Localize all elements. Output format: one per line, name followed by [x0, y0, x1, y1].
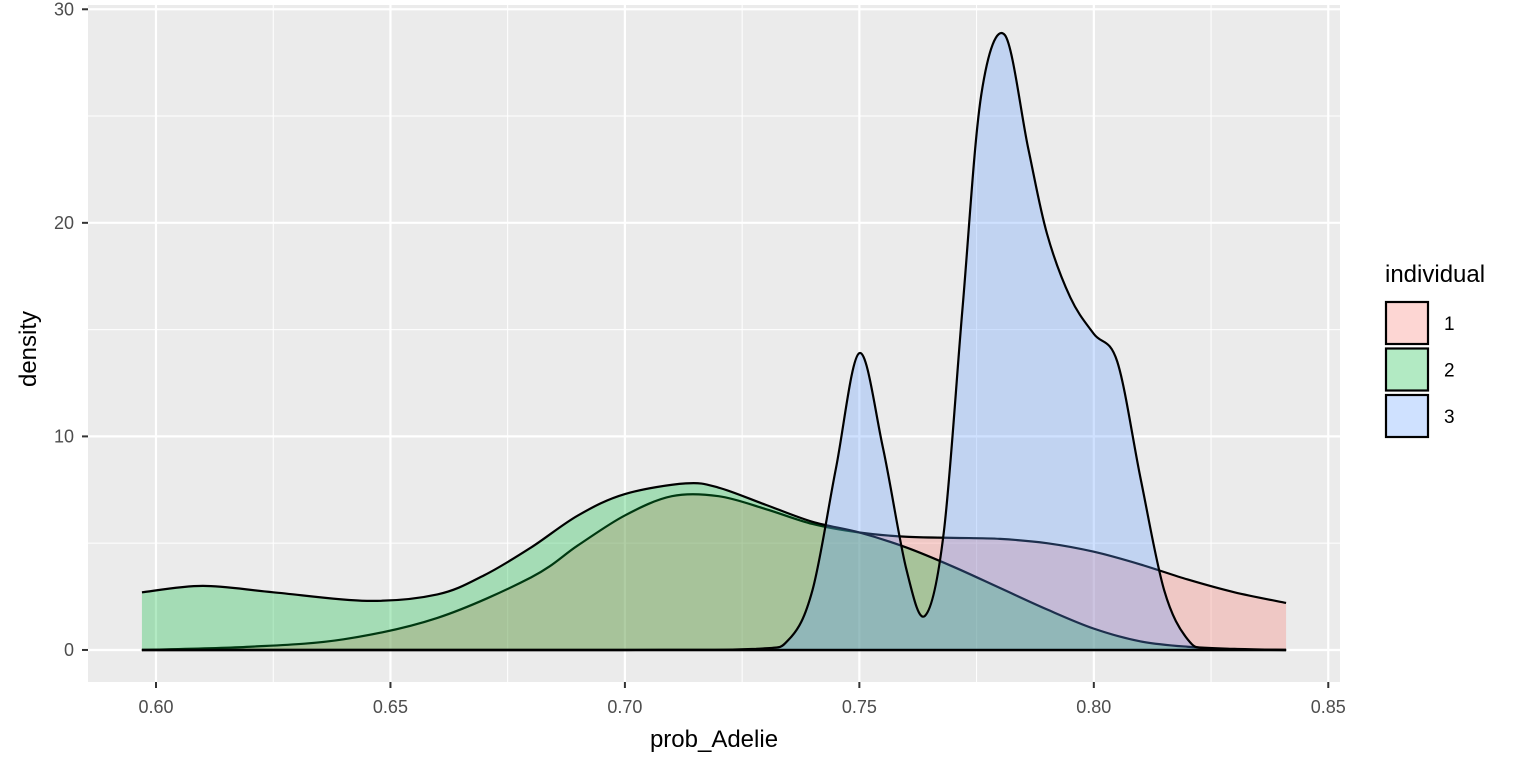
- legend: individual 1 2 3: [1384, 261, 1485, 439]
- legend-key-3: [1384, 393, 1430, 439]
- y-tick-label: 0: [64, 640, 74, 660]
- legend-title: individual: [1385, 261, 1485, 288]
- legend-label-3: 3: [1444, 407, 1455, 428]
- x-tick-label: 0.85: [1311, 697, 1346, 717]
- x-tick-label: 0.65: [373, 697, 408, 717]
- y-tick-label: 20: [54, 213, 74, 233]
- y-tick-label: 10: [54, 426, 74, 446]
- density-area-3: [141, 33, 1287, 650]
- x-axis: 0.60 0.65 0.70 0.75 0.80 0.85: [138, 682, 1346, 717]
- density-series: [141, 32, 1287, 652]
- panel-background: [88, 5, 1340, 682]
- legend-key-2: [1384, 347, 1430, 392]
- y-axis-title: density: [15, 311, 42, 387]
- density-line-2: [141, 482, 1287, 652]
- density-line-3: [141, 32, 1287, 652]
- minor-gridlines: [88, 5, 1340, 682]
- legend-label-2: 2: [1444, 361, 1455, 382]
- density-line-1: [141, 493, 1287, 652]
- x-tick-label: 0.70: [607, 697, 642, 717]
- legend-key-1: [1384, 300, 1430, 346]
- y-axis: 0 10 20 30: [54, 0, 88, 660]
- x-axis-title: prob_Adelie: [650, 726, 778, 753]
- x-tick-label: 0.80: [1076, 697, 1111, 717]
- legend-key-bg: [1386, 348, 1428, 391]
- x-tick-label: 0.60: [138, 697, 173, 717]
- legend-label-1: 1: [1444, 314, 1455, 335]
- x-tick-label: 0.75: [842, 697, 877, 717]
- density-area-2: [141, 483, 1287, 650]
- y-tick-label: 30: [54, 0, 74, 19]
- density-area-1: [141, 494, 1287, 650]
- legend-key-bg: [1386, 395, 1428, 437]
- legend-key-bg: [1386, 302, 1428, 344]
